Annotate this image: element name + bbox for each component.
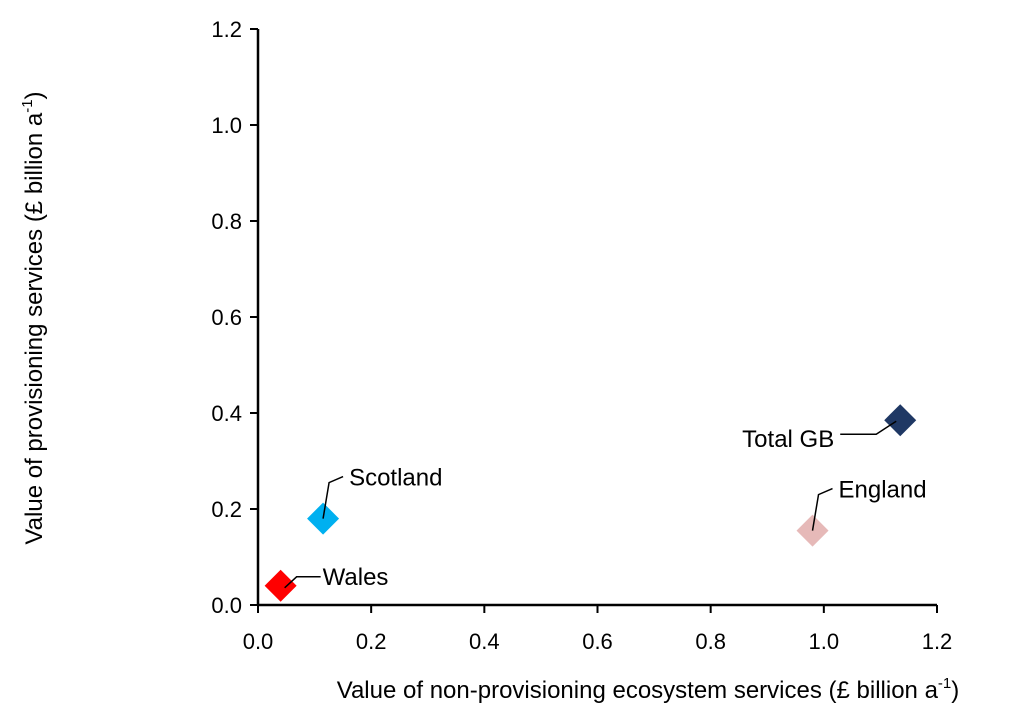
y-tick-label: 0.4 xyxy=(211,401,242,426)
y-tick-label: 1.0 xyxy=(211,113,242,138)
x-tick-label: 1.0 xyxy=(809,629,840,654)
data-label-scotland: Scotland xyxy=(349,465,442,492)
x-tick-label: 1.2 xyxy=(922,629,953,654)
axes xyxy=(256,29,937,607)
data-label-total-gb: Total GB xyxy=(742,426,834,453)
y-tick-label: 0.8 xyxy=(211,209,242,234)
x-tick-label: 0.6 xyxy=(582,629,613,654)
y-tick-label: 0.2 xyxy=(211,497,242,522)
data-point-total-gb xyxy=(884,404,917,437)
leader-line-scotland xyxy=(322,475,344,519)
x-tick-label: 0.2 xyxy=(356,629,387,654)
y-tick-label: 0.0 xyxy=(211,593,242,618)
y-tick-label: 0.6 xyxy=(211,305,242,330)
y-axis-title: Value of provisioning services (£ billio… xyxy=(19,91,48,544)
y-tick-label: 1.2 xyxy=(211,17,242,42)
x-ticks: 0.0 0.2 0.4 0.6 0.8 1.0 1.2 xyxy=(243,605,953,654)
leader-line-wales xyxy=(284,576,321,589)
x-tick-label: 0.8 xyxy=(695,629,726,654)
x-tick-label: 0.0 xyxy=(243,629,274,654)
data-point-wales xyxy=(264,569,297,602)
data-label-wales: Wales xyxy=(323,564,389,591)
data-label-england: England xyxy=(839,477,927,504)
leader-line-england xyxy=(811,487,833,531)
x-tick-label: 0.4 xyxy=(469,629,500,654)
leader-line-total-gb xyxy=(840,420,897,435)
x-axis-title: Value of non-provisioning ecosystem serv… xyxy=(337,675,960,704)
y-ticks: 0.0 0.2 0.4 0.6 0.8 1.0 1.2 xyxy=(211,17,258,618)
